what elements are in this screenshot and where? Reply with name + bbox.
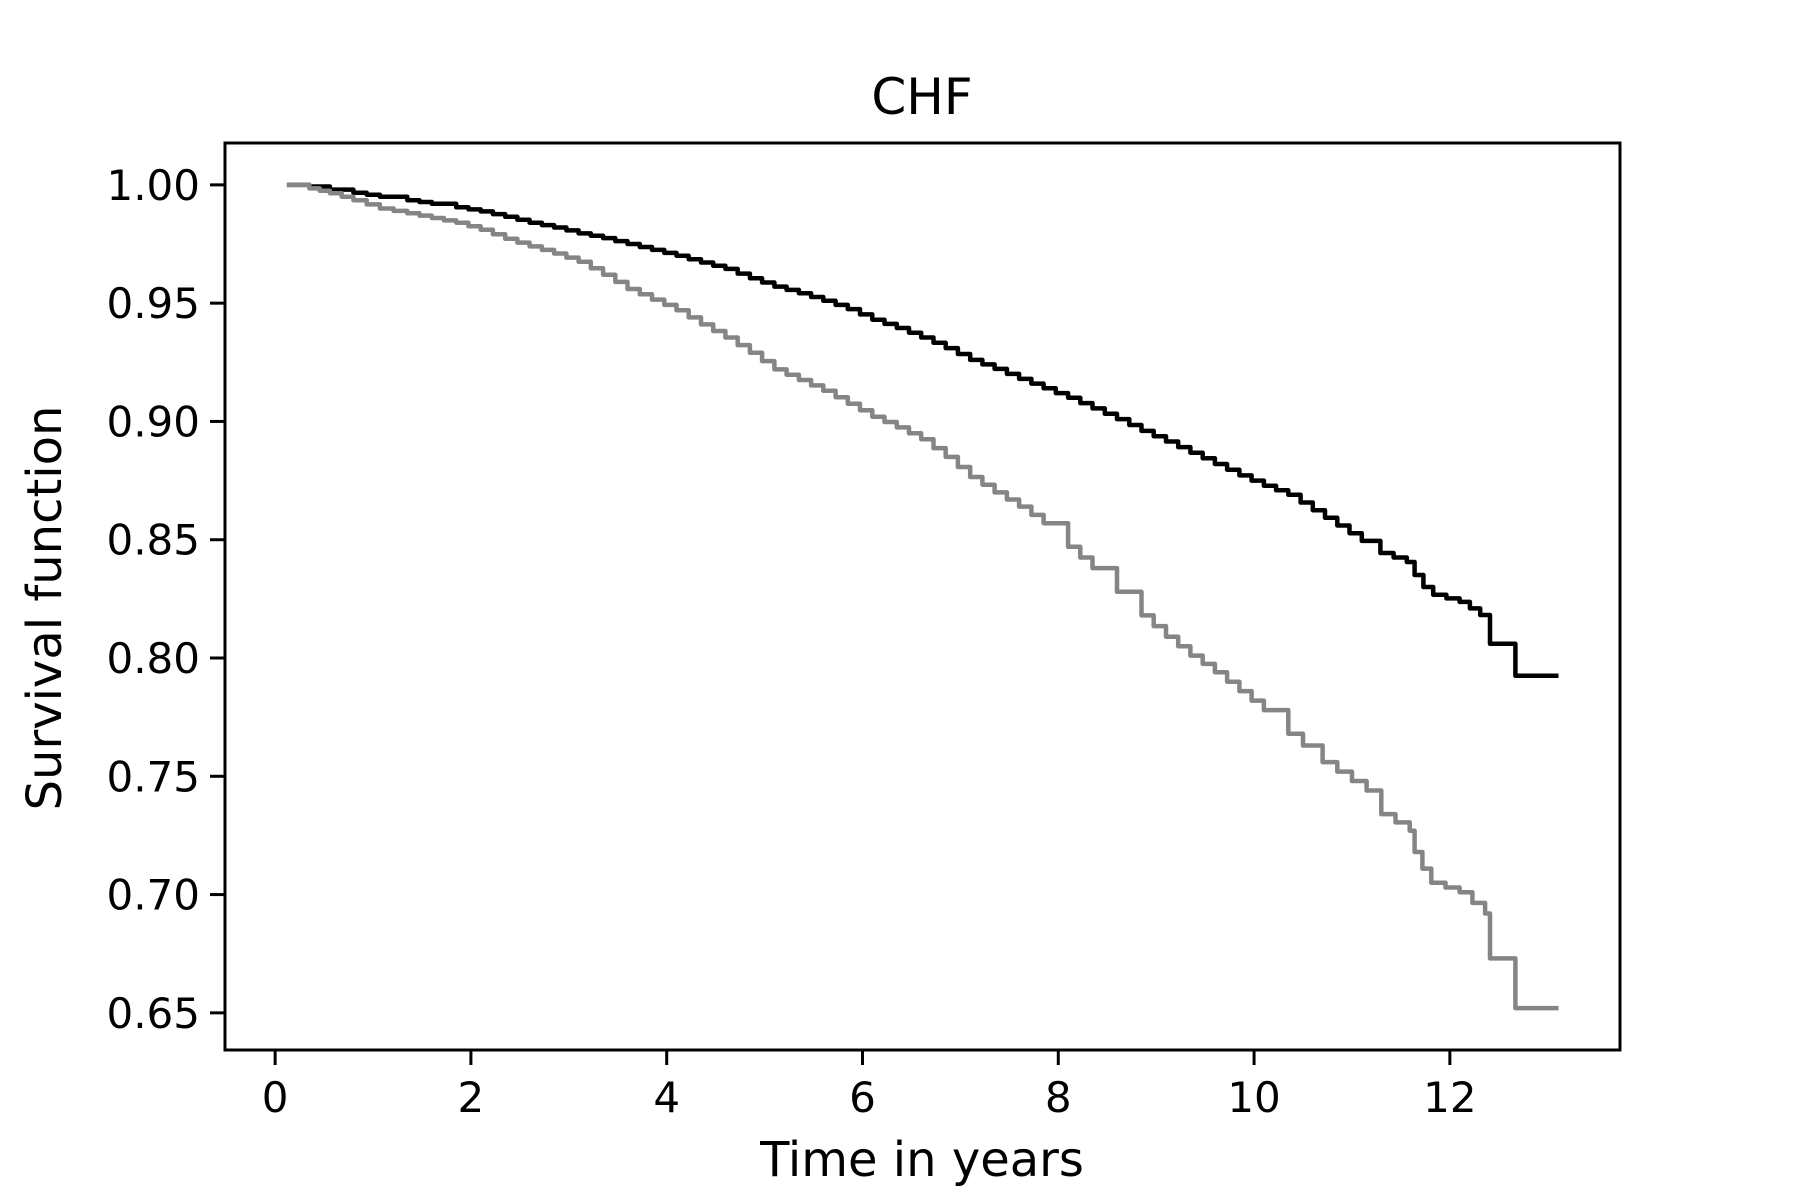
y-tick-label: 0.80: [106, 634, 200, 683]
y-tick-label: 0.85: [106, 516, 200, 565]
y-tick-label: 0.70: [106, 871, 200, 920]
x-tick-label: 6: [849, 1073, 876, 1122]
y-tick-label: 0.95: [106, 279, 200, 328]
x-tick-label: 10: [1227, 1073, 1280, 1122]
survival-curve-black: [286, 182, 1559, 679]
y-tick-label: 1.00: [106, 161, 200, 210]
x-tick-label: 12: [1423, 1073, 1476, 1122]
chart-title: CHF: [871, 68, 973, 126]
y-tick-label: 0.90: [106, 397, 200, 446]
x-axis-ticks: 0 2 4 6 8 10 12: [262, 1050, 1477, 1122]
x-axis-label: Time in years: [760, 1132, 1084, 1188]
survival-curve-gray: [286, 182, 1559, 1011]
y-axis-label: Survival function: [17, 405, 73, 811]
plot-border: [223, 141, 1622, 1052]
x-tick-label: 2: [458, 1073, 485, 1122]
y-axis-ticks: 0.65 0.70 0.75 0.80 0.85 0.90 0.95 1.00: [106, 161, 225, 1038]
x-tick-label: 8: [1045, 1073, 1072, 1122]
x-tick-label: 0: [262, 1073, 289, 1122]
x-tick-label: 4: [653, 1073, 680, 1122]
y-tick-label: 0.65: [106, 989, 200, 1038]
y-tick-label: 0.75: [106, 752, 200, 801]
